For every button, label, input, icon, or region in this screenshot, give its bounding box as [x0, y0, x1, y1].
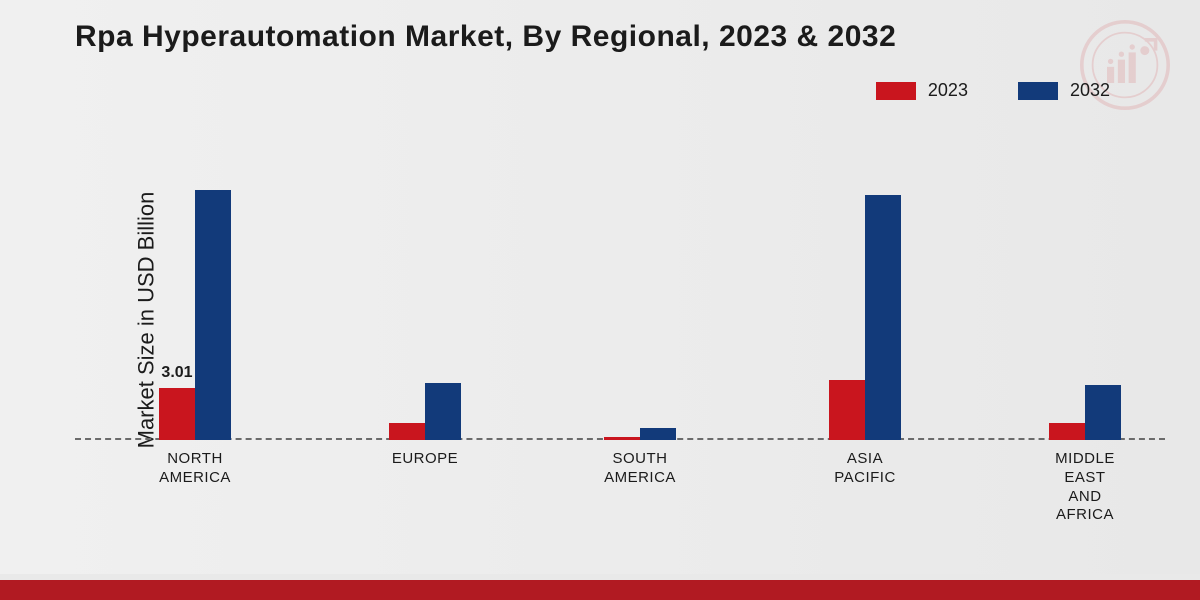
- bar-2023: [159, 388, 195, 440]
- bar-2032: [640, 428, 676, 440]
- bar-2023: [604, 437, 640, 440]
- x-tick-label: NORTHAMERICA: [125, 450, 265, 488]
- bar-2032: [1085, 385, 1121, 440]
- bar-2032: [865, 195, 901, 440]
- legend-swatch-2023: [876, 82, 916, 100]
- x-tick-label: MIDDLEEASTANDAFRICA: [1015, 450, 1155, 525]
- bar-2023: [829, 380, 865, 440]
- bar-2032: [425, 383, 461, 440]
- legend-label-2032: 2032: [1070, 80, 1110, 101]
- chart-title: Rpa Hyperautomation Market, By Regional,…: [75, 20, 896, 54]
- x-tick-label: SOUTHAMERICA: [570, 450, 710, 488]
- bar-2023: [389, 423, 425, 440]
- chart-page: Rpa Hyperautomation Market, By Regional,…: [0, 0, 1200, 600]
- bar-2032: [195, 190, 231, 440]
- plot-area: 3.01: [75, 130, 1165, 440]
- legend: 2023 2032: [876, 80, 1110, 101]
- x-axis-labels: NORTHAMERICA EUROPE SOUTHAMERICA ASIAPACIFI…: [75, 450, 1165, 550]
- bar-value-label: 3.01: [147, 364, 207, 382]
- x-tick-label: EUROPE: [355, 450, 495, 469]
- legend-label-2023: 2023: [928, 80, 968, 101]
- legend-swatch-2032: [1018, 82, 1058, 100]
- bar-2023: [1049, 423, 1085, 440]
- x-tick-label: ASIAPACIFIC: [795, 450, 935, 488]
- legend-item-2023: 2023: [876, 80, 968, 101]
- legend-item-2032: 2032: [1018, 80, 1110, 101]
- footer-bar: [0, 580, 1200, 600]
